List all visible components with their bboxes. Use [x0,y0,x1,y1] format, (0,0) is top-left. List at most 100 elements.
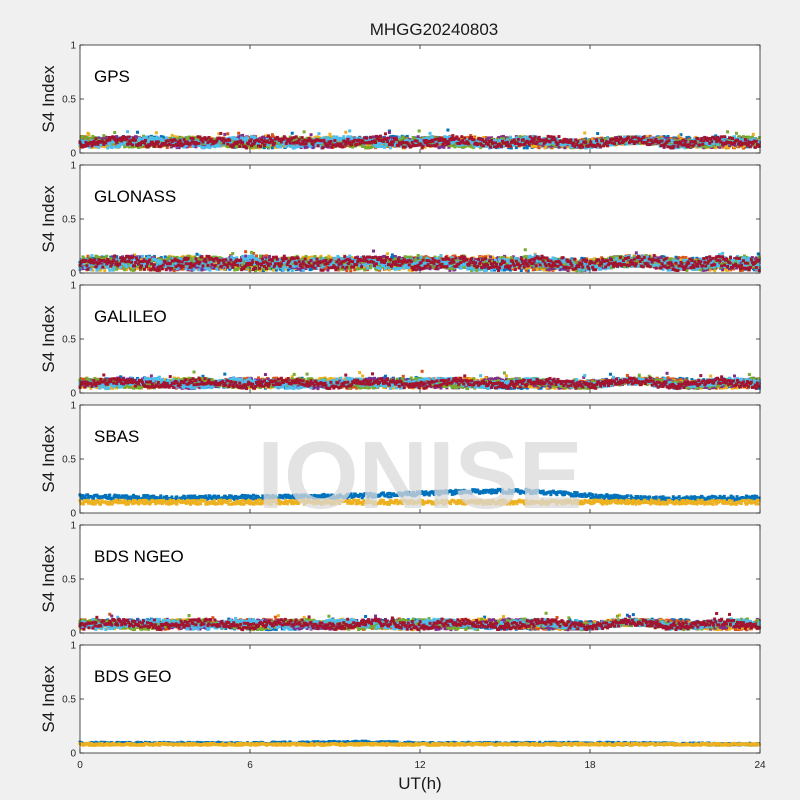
data-point [321,146,324,149]
data-point [581,146,584,149]
data-point [528,143,531,146]
data-point [417,135,420,138]
data-point [145,136,148,139]
data-point [572,141,575,144]
data-point [509,145,512,148]
data-point [620,138,623,141]
data-point [754,146,757,149]
data-point [174,139,177,142]
data-point [374,141,377,144]
data-point [387,137,390,140]
data-point [557,135,560,138]
data-point [627,135,630,138]
data-point [533,138,536,141]
data-point [247,142,250,145]
data-point [494,141,497,144]
data-point [228,139,231,142]
data-point [298,138,301,141]
data-point [755,140,758,143]
data-point [576,140,579,143]
data-point [601,139,604,142]
data-point [534,135,537,138]
data-point [81,135,84,138]
data-point [179,139,182,142]
data-point [731,137,734,140]
data-point [434,138,437,141]
data-point [500,145,503,148]
data-point [613,142,616,145]
data-point [328,133,331,136]
data-point [595,139,598,142]
data-point [416,140,419,143]
data-point [85,136,88,139]
data-point [404,146,407,149]
data-point [218,145,221,148]
data-point [631,136,634,139]
data-point [273,142,276,145]
data-point [489,146,492,149]
data-point [202,146,205,149]
data-point [694,142,697,145]
data-point [749,145,752,148]
data-point [192,137,195,140]
data-point [344,131,347,134]
data-point [642,136,645,139]
data-point [172,144,175,147]
data-point [596,132,599,135]
data-point [365,137,368,140]
data-point [126,143,129,146]
data-point [547,135,550,138]
data-point [710,140,713,143]
data-point [102,134,105,137]
data-point [720,135,723,138]
data-point [661,139,664,142]
data-point [226,132,229,135]
data-point [108,142,111,145]
data-point [289,142,292,145]
data-point [317,132,320,135]
data-point [310,133,313,136]
data-point [226,143,229,146]
data-point [208,146,211,149]
data-point [219,132,222,135]
data-point [348,129,351,132]
data-point [538,146,541,149]
data-point [389,146,392,149]
data-point [94,137,97,140]
data-point [476,143,479,146]
data-point [131,144,134,147]
data-point [617,139,620,142]
data-point [259,145,262,148]
data-point [634,136,637,139]
data-point [683,142,686,145]
data-point [676,145,679,148]
data-point [284,137,287,140]
data-point [241,141,244,144]
data-point [329,140,332,143]
data-point [704,145,707,148]
data-point [735,132,738,135]
data-point [487,136,490,139]
data-point [370,146,373,149]
data-point [295,135,298,138]
data-point [388,131,391,134]
data-point [584,141,587,144]
data-point [599,146,602,149]
panel-label: GPS [94,67,130,86]
data-point [569,138,572,141]
data-point [457,138,460,141]
data-point [97,146,100,149]
data-point [279,145,282,148]
data-point [305,143,308,146]
y-tick-label: 0.5 [62,95,76,106]
data-point [285,145,288,148]
data-point [303,130,306,133]
data-point [744,138,747,141]
data-point [647,139,650,142]
data-point [386,140,389,143]
data-point [536,141,539,144]
data-point [436,143,439,146]
data-point [429,132,432,135]
